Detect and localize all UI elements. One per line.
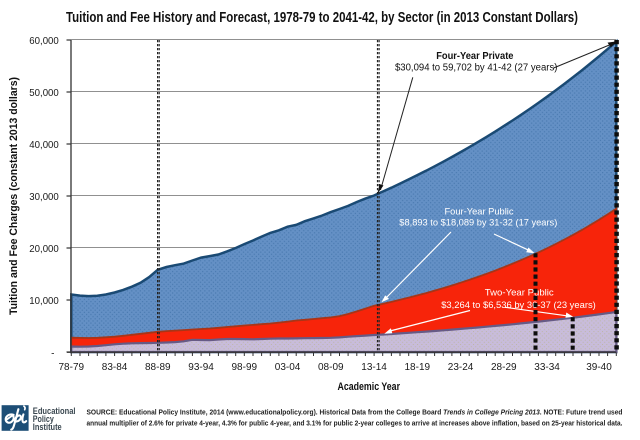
svg-text:83-84: 83-84 xyxy=(102,362,128,373)
svg-text:93-94: 93-94 xyxy=(188,362,214,373)
svg-text:Tuition and Fee History and Fo: Tuition and Fee History and Forecast, 19… xyxy=(66,10,578,26)
svg-text:-: - xyxy=(51,348,54,359)
svg-text:Four-Year Public: Four-Year Public xyxy=(445,206,514,217)
svg-text:18-19: 18-19 xyxy=(405,362,431,373)
svg-text:annual multiplier of 2.6% for: annual multiplier of 2.6% for private 4-… xyxy=(87,419,623,428)
svg-text:$3,264 to $6,536 by 36-37 (23: $3,264 to $6,536 by 36-37 (23 years) xyxy=(441,300,596,311)
svg-text:Two-Year Public: Two-Year Public xyxy=(485,288,554,299)
svg-text:10,000: 10,000 xyxy=(29,296,59,307)
svg-text:98-99: 98-99 xyxy=(232,362,258,373)
svg-text:39-40: 39-40 xyxy=(586,362,612,373)
svg-text:23-24: 23-24 xyxy=(448,362,474,373)
svg-text:SOURCE: Educational Policy Ins: SOURCE: Educational Policy Institute, 20… xyxy=(87,407,623,416)
svg-text:Institute: Institute xyxy=(33,422,62,433)
svg-text:40,000: 40,000 xyxy=(29,140,59,151)
svg-text:33-34: 33-34 xyxy=(534,362,560,373)
svg-text:50,000: 50,000 xyxy=(29,88,59,99)
svg-text:Policy: Policy xyxy=(33,414,55,425)
svg-text:$30,094 to 59,702 by 41-42 (27: $30,094 to 59,702 by 41-42 (27 years) xyxy=(395,63,557,74)
svg-text:Educational: Educational xyxy=(33,406,76,417)
svg-text:08-09: 08-09 xyxy=(318,362,344,373)
svg-text:78-79: 78-79 xyxy=(59,362,85,373)
svg-text:03-04: 03-04 xyxy=(275,362,301,373)
svg-text:88-89: 88-89 xyxy=(145,362,171,373)
svg-text:30,000: 30,000 xyxy=(29,192,59,203)
svg-text:Four-Year Private: Four-Year Private xyxy=(436,51,514,62)
svg-text:13-14: 13-14 xyxy=(361,362,387,373)
svg-text:$8,893 to $18,089 by 31-32 (17: $8,893 to $18,089 by 31-32 (17 years) xyxy=(399,218,557,229)
svg-text:20,000: 20,000 xyxy=(29,244,59,255)
svg-text:28-29: 28-29 xyxy=(491,362,517,373)
svg-text:Academic Year: Academic Year xyxy=(338,381,401,393)
svg-text:60,000: 60,000 xyxy=(29,36,59,47)
svg-text:Tuition and Fee Charges (const: Tuition and Fee Charges (constant 2013 d… xyxy=(8,77,20,315)
